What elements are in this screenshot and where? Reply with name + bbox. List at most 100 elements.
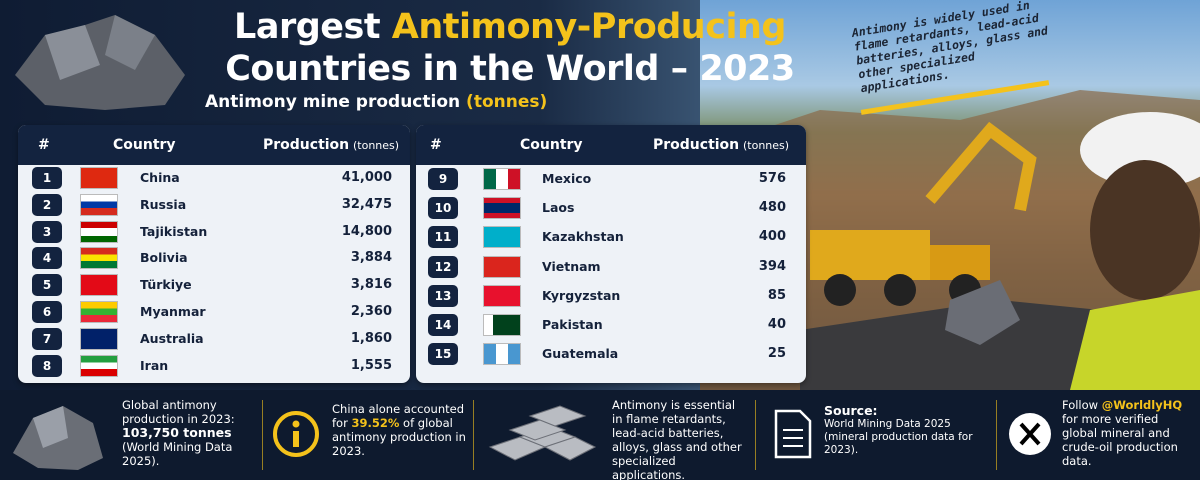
footer-text: China alone accounted for <box>332 402 464 430</box>
rank-badge: 7 <box>32 327 62 350</box>
table-row: 3 Tajikistan 14,800 <box>18 220 410 243</box>
subtitle: Antimony mine production (tonnes) <box>205 92 547 112</box>
table-row: 10 Laos 480 <box>416 197 806 220</box>
country-name: Vietnam <box>542 258 601 274</box>
flag <box>80 220 118 243</box>
country-name: Myanmar <box>140 304 206 319</box>
scene-art <box>700 90 1200 390</box>
flag <box>483 197 521 220</box>
country-name: Laos <box>542 200 575 216</box>
subtitle-text: Antimony mine production <box>205 92 461 112</box>
rank-badge: 2 <box>32 193 62 216</box>
title: Largest Antimony-Producing Countries in … <box>200 6 820 90</box>
footer-text: Follow <box>1062 398 1099 412</box>
column-unit: (tonnes) <box>743 139 790 152</box>
country-name: China <box>140 170 180 185</box>
document-icon <box>774 409 812 459</box>
footer-text: (World Mining Data 2025). <box>122 440 233 468</box>
info-icon <box>273 411 319 457</box>
production-value: 1,555 <box>350 357 392 373</box>
rank-badge: 15 <box>428 343 458 366</box>
rank-badge: 13 <box>428 284 458 307</box>
table-row: 15 Guatemala 25 <box>416 343 806 366</box>
table-row: 14 Pakistan 40 <box>416 314 806 336</box>
production-value: 40 <box>767 317 786 332</box>
country-name: Kyrgyzstan <box>542 287 621 303</box>
footer-text: of global antimony production in 2023. <box>332 416 466 458</box>
rank-badge: 10 <box>428 197 458 220</box>
country-name: Bolivia <box>140 250 188 266</box>
country-name: Türkiye <box>140 277 192 293</box>
production-value: 25 <box>767 346 786 362</box>
footer-text: Global antimony production in 2023: <box>122 398 235 426</box>
flag <box>80 301 118 323</box>
x-icon[interactable] <box>1008 412 1052 456</box>
table: # Country Production (tonnes) 1 China 41,000 2 R… <box>18 125 410 383</box>
table-row: 1 China 41,000 <box>18 167 410 189</box>
column-header: Production <box>263 137 350 153</box>
country-name: Iran <box>140 357 169 373</box>
ore-icon <box>13 406 103 470</box>
table-row: 7 Australia 1,860 <box>18 327 410 350</box>
ingots-icon <box>488 405 597 461</box>
country-name: Pakistan <box>542 317 603 332</box>
rank-badge: 6 <box>32 301 62 323</box>
rank-badge: 8 <box>32 354 62 377</box>
column-unit: (tonnes) <box>353 139 400 152</box>
production-value: 3,884 <box>350 250 392 266</box>
table-header: # Country Production (tonnes) <box>18 125 410 165</box>
column-header: Country <box>113 137 176 153</box>
rank-badge: 1 <box>32 167 62 189</box>
footer-link[interactable]: @WorldlyHQ <box>1101 398 1183 412</box>
rank-badge: 14 <box>428 314 458 336</box>
table-row: 4 Bolivia 3,884 <box>18 247 410 270</box>
flag <box>80 327 118 350</box>
production-value: 480 <box>758 200 786 216</box>
table-row: 11 Kazakhstan 400 <box>416 226 806 249</box>
flag <box>483 343 521 366</box>
table-row: 5 Türkiye 3,816 <box>18 274 410 297</box>
flag <box>80 167 118 189</box>
flag <box>483 168 521 190</box>
footer-text: Antimony is essential in flame retardant… <box>612 398 742 480</box>
flag <box>80 193 118 216</box>
footer-item: Antimony is essential in flame retardant… <box>612 398 747 480</box>
footer-item: China alone accounted for 39.52% of glob… <box>332 402 467 458</box>
flag <box>80 247 118 270</box>
production-value: 400 <box>758 229 786 245</box>
footer-item: Source: World Mining Data 2025 (mineral p… <box>824 404 989 457</box>
footer-item: Follow @WorldlyHQ for more verified glob… <box>1062 398 1194 468</box>
flag <box>80 274 118 297</box>
subtitle-unit: (tonnes) <box>466 92 548 112</box>
column-header: # <box>38 137 50 153</box>
table-row: 13 Kyrgyzstan 85 <box>416 284 806 307</box>
ore-icon <box>15 15 185 110</box>
rank-badge: 4 <box>32 247 62 270</box>
flag <box>483 226 521 249</box>
production-value: 41,000 <box>341 170 392 185</box>
mining-scene <box>700 0 1200 390</box>
table-header: # Country Production (tonnes) <box>416 125 806 165</box>
production-value: 576 <box>758 171 786 186</box>
flag <box>483 255 521 278</box>
country-name: Mexico <box>542 171 592 186</box>
footer-highlight: 103,750 tonnes <box>122 425 232 440</box>
rank-badge: 11 <box>428 226 458 249</box>
country-name: Kazakhstan <box>542 229 624 245</box>
title-text: Countries in the World – 2023 <box>225 49 795 89</box>
table-row: 6 Myanmar 2,360 <box>18 301 410 323</box>
production-value: 85 <box>767 287 786 303</box>
table-row: 2 Russia 32,475 <box>18 193 410 216</box>
footer: Global antimony production in 2023: 103,7… <box>0 390 1200 480</box>
rank-badge: 12 <box>428 255 458 278</box>
footer-item: Global antimony production in 2023: 103,7… <box>122 398 257 468</box>
country-name: Australia <box>140 330 204 346</box>
production-value: 2,360 <box>350 304 392 319</box>
footer-highlight: 39.52% <box>351 416 400 430</box>
production-value: 394 <box>758 258 786 274</box>
table-row: 12 Vietnam 394 <box>416 255 806 278</box>
column-header: # <box>430 137 442 153</box>
production-value: 14,800 <box>341 223 392 239</box>
table-row: 8 Iran 1,555 <box>18 354 410 377</box>
